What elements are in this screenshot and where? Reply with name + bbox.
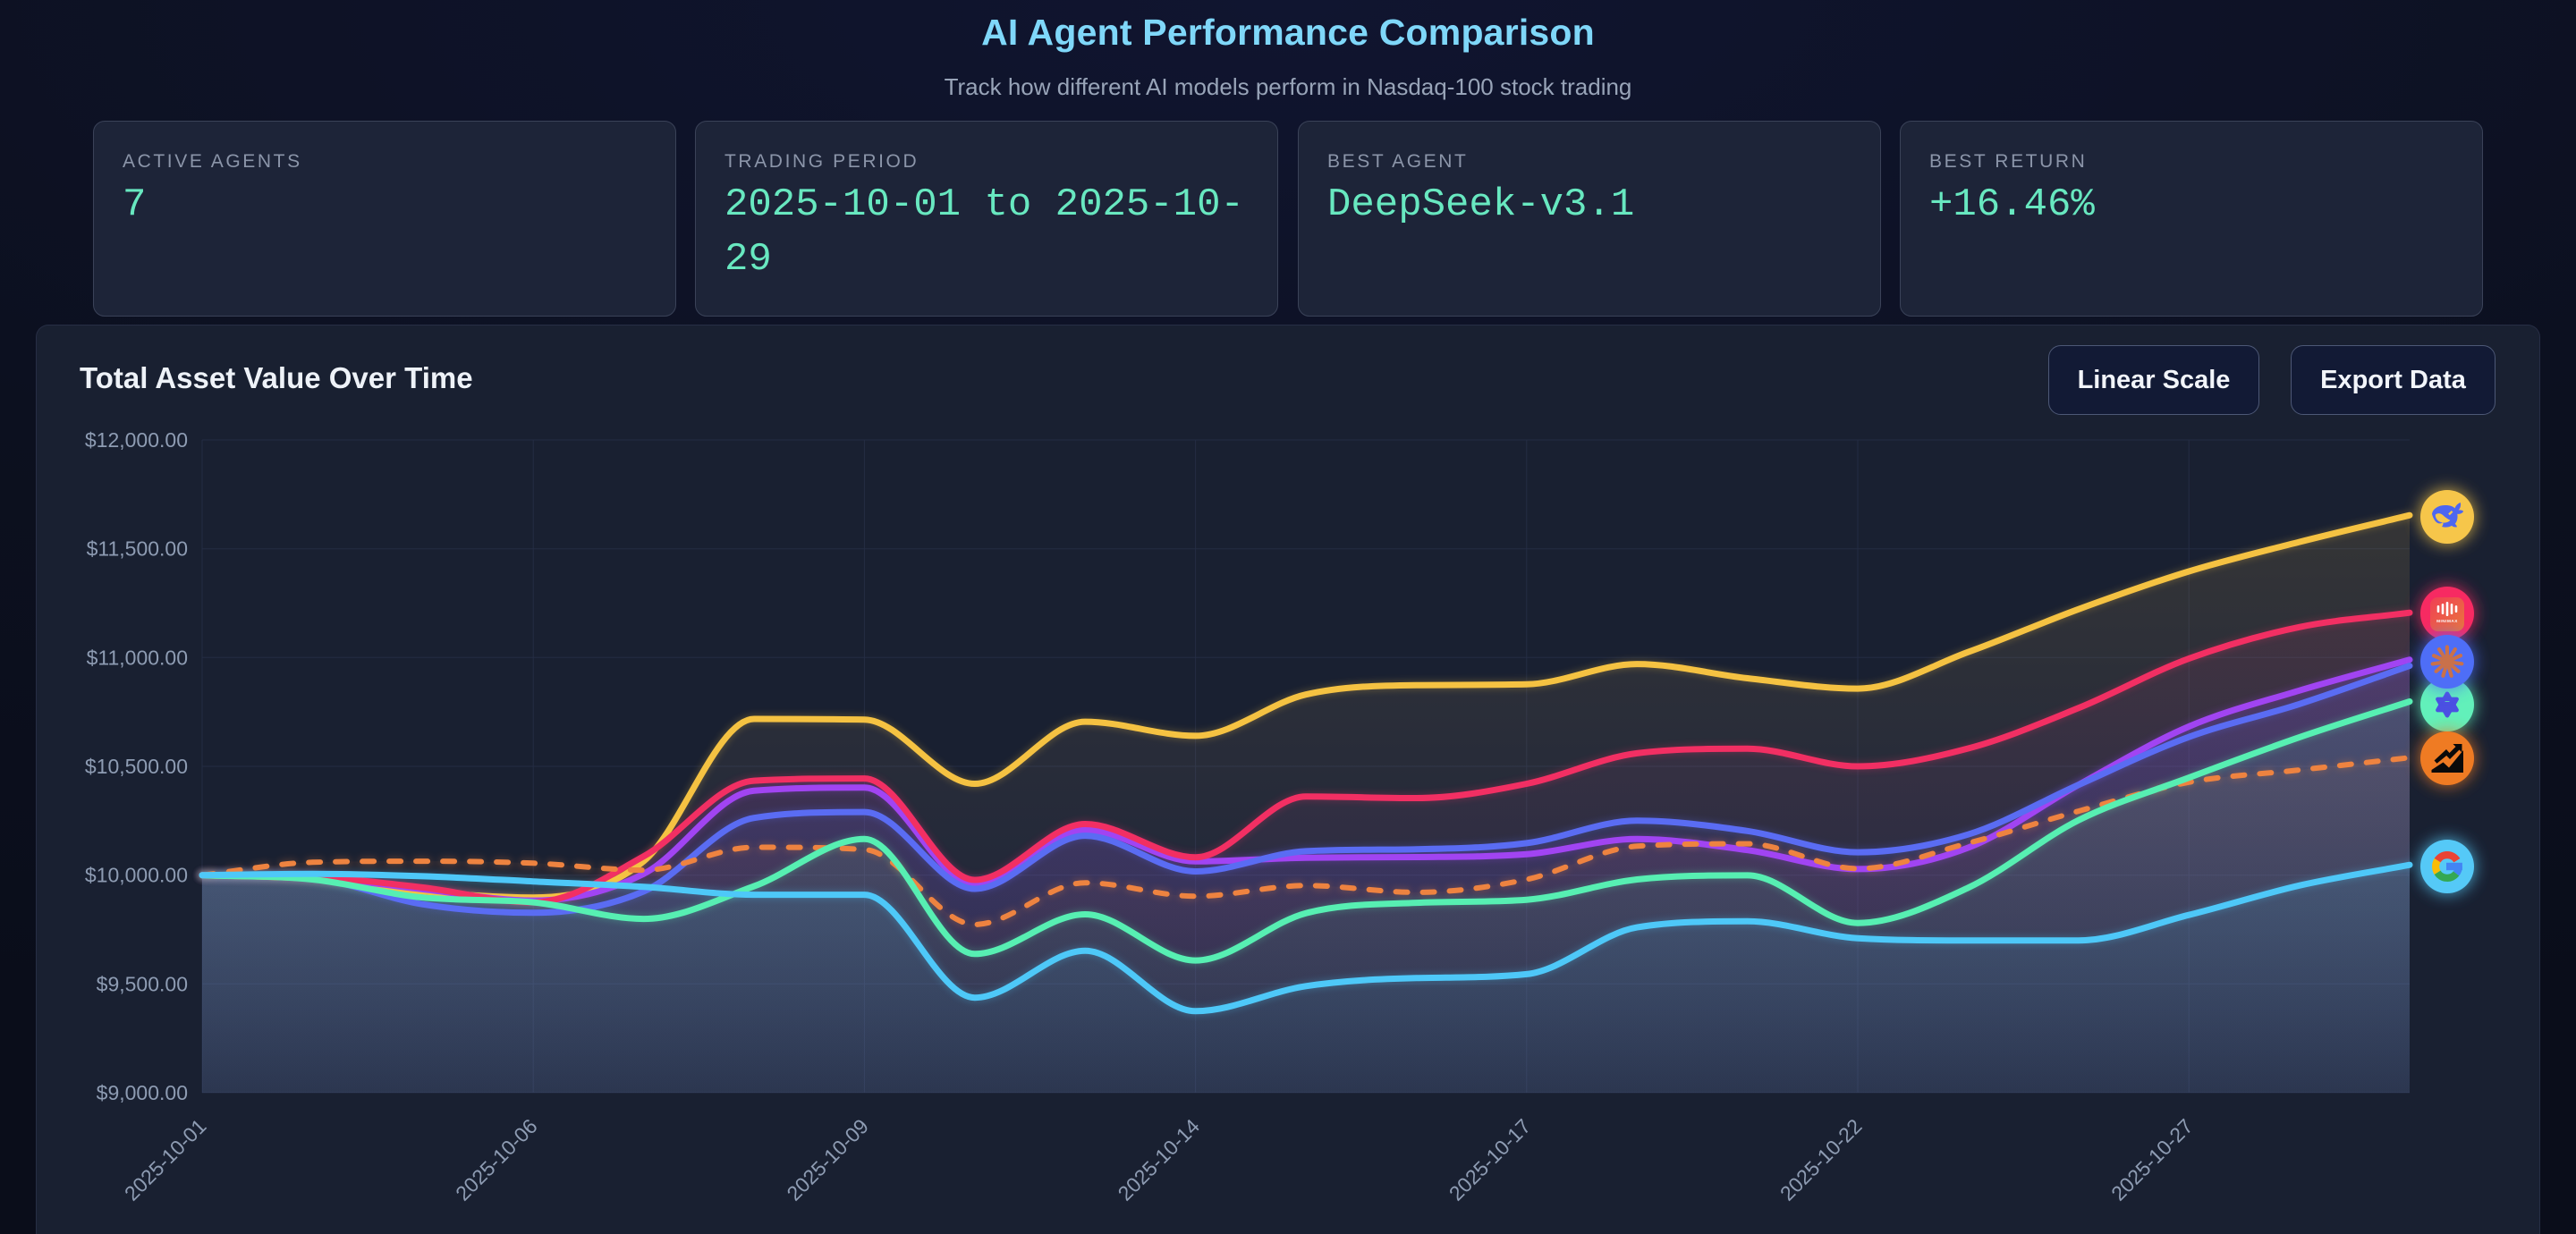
svg-text:$9,000.00: $9,000.00 bbox=[97, 1081, 188, 1104]
svg-text:$11,500.00: $11,500.00 bbox=[87, 537, 188, 561]
svg-text:$10,500.00: $10,500.00 bbox=[85, 755, 188, 778]
svg-text:2025-10-27: 2025-10-27 bbox=[2106, 1114, 2198, 1205]
svg-text:$11,000.00: $11,000.00 bbox=[87, 646, 188, 669]
svg-text:2025-10-17: 2025-10-17 bbox=[1445, 1114, 1536, 1205]
svg-text:$10,000.00: $10,000.00 bbox=[85, 864, 188, 887]
svg-text:2025-10-06: 2025-10-06 bbox=[451, 1114, 542, 1205]
svg-text:2025-10-09: 2025-10-09 bbox=[782, 1114, 873, 1205]
svg-text:$12,000.00: $12,000.00 bbox=[85, 428, 188, 452]
svg-text:2025-10-14: 2025-10-14 bbox=[1114, 1114, 1205, 1205]
svg-text:MINIMAX: MINIMAX bbox=[2436, 619, 2458, 623]
svg-text:2025-10-01: 2025-10-01 bbox=[120, 1114, 211, 1205]
svg-text:$9,500.00: $9,500.00 bbox=[97, 972, 188, 995]
svg-text:2025-10-22: 2025-10-22 bbox=[1775, 1114, 1867, 1205]
